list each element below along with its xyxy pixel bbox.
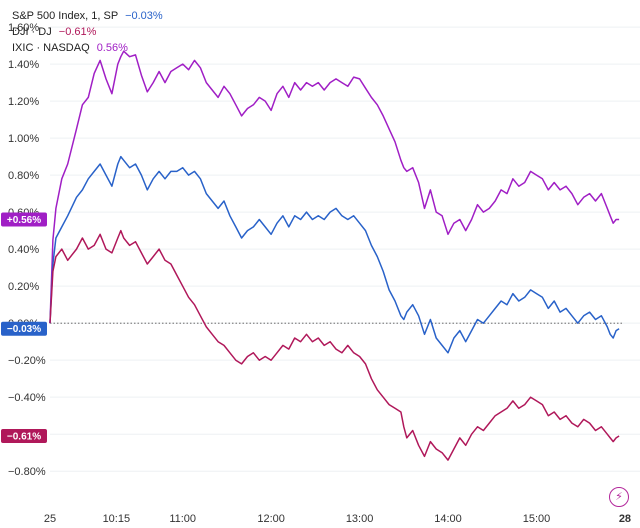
x-tick-label: 25 — [44, 513, 56, 525]
y-tick-label: 1.20% — [8, 96, 39, 108]
y-axis: 1.60%1.40%1.20%1.00%0.80%0.60%0.40%0.20%… — [8, 22, 46, 478]
y-tick-label: 1.40% — [8, 59, 39, 71]
series-line-2 — [49, 229, 620, 461]
series-lines — [49, 50, 620, 461]
value-badge-label: +0.56% — [7, 215, 41, 226]
x-tick-label: 11:00 — [169, 513, 196, 525]
series-line-1 — [49, 155, 620, 354]
legend-value-ixic: 0.56% — [96, 42, 128, 54]
legend-name-sp500: S&P 500 Index, 1, SP — [12, 10, 119, 22]
y-tick-label: 0.40% — [8, 244, 39, 256]
x-tick-label: 14:00 — [434, 513, 462, 525]
legend-value-dji: −0.61% — [58, 26, 97, 38]
x-tick-label: 15:00 — [523, 513, 551, 525]
legend-item-dji[interactable]: DJI · DJ −0.61% — [12, 24, 163, 40]
value-badge-1: −0.03% — [1, 321, 47, 336]
y-tick-label: 0.80% — [8, 170, 39, 182]
legend: S&P 500 Index, 1, SP −0.03% DJI · DJ −0.… — [12, 8, 163, 56]
x-tick-label: 10:15 — [103, 513, 131, 525]
y-tick-label: 0.20% — [8, 281, 39, 293]
legend-item-ixic[interactable]: IXIC · NASDAQ 0.56% — [12, 40, 163, 56]
y-tick-label: 1.60% — [8, 22, 39, 34]
legend-item-sp500[interactable]: S&P 500 Index, 1, SP −0.03% — [12, 8, 163, 24]
value-badge-label: −0.03% — [7, 324, 41, 335]
value-badge-2: −0.61% — [1, 429, 47, 444]
x-axis: 25 10:15 11:00 12:00 13:00 14:00 15:00 28 — [44, 513, 631, 525]
y-tick-label: −0.40% — [8, 392, 46, 404]
value-badge-bg — [1, 429, 47, 444]
x-tick-label: 13:00 — [346, 513, 374, 525]
value-badge-0: +0.56% — [1, 212, 47, 227]
value-badge-bg — [1, 321, 47, 336]
y-tick-label: 1.00% — [8, 133, 39, 145]
legend-value-sp500: −0.03% — [125, 10, 163, 22]
x-tick-label: 12:00 — [257, 513, 285, 525]
lightning-icon[interactable]: ⚡ — [609, 487, 629, 507]
value-badge-label: −0.61% — [7, 432, 41, 443]
y-tick-label: −0.20% — [8, 355, 46, 367]
gridlines — [50, 26, 640, 472]
legend-name-dji: DJI · DJ — [12, 26, 52, 38]
legend-name-ixic: IXIC · NASDAQ — [12, 42, 90, 54]
value-badge-bg — [1, 212, 47, 227]
y-tick-label: −0.80% — [8, 466, 46, 478]
last-value-badges: +0.56% −0.03% −0.61% — [1, 212, 47, 444]
x-tick-label: 28 — [619, 513, 631, 525]
series-line-0 — [49, 50, 620, 324]
